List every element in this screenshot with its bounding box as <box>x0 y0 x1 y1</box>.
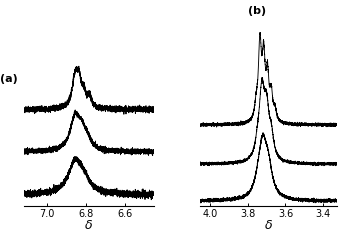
X-axis label: δ: δ <box>265 219 272 232</box>
X-axis label: δ: δ <box>85 219 92 232</box>
Text: (b): (b) <box>249 6 267 16</box>
Text: (a): (a) <box>0 74 18 84</box>
